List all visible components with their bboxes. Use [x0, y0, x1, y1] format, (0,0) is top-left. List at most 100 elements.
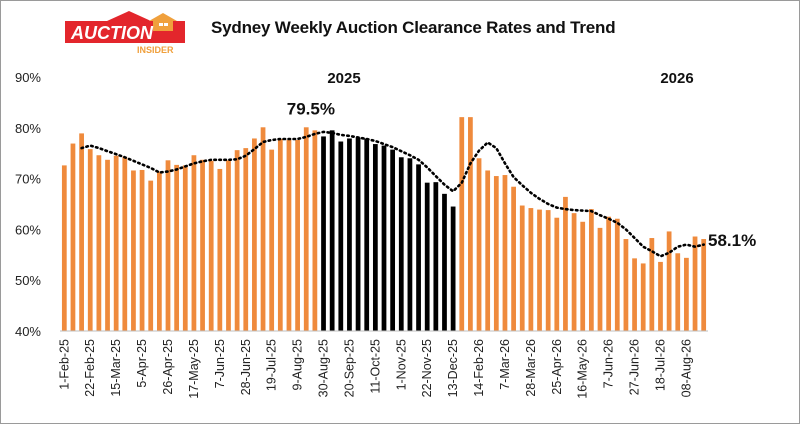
x-tick-label: 1-Feb-25 — [57, 339, 71, 390]
bar — [684, 257, 689, 331]
bar — [165, 160, 171, 331]
bar — [182, 165, 188, 331]
bar — [174, 164, 180, 331]
bar — [485, 170, 491, 331]
bar — [338, 141, 344, 331]
bar — [640, 263, 646, 331]
x-tick-label: 28-Jun-25 — [239, 339, 253, 395]
bar — [200, 159, 205, 331]
bar — [580, 221, 586, 331]
bar — [614, 218, 620, 331]
bar — [364, 138, 370, 331]
x-tick-label: 16-May-26 — [576, 339, 590, 399]
bar — [390, 149, 396, 331]
bar — [632, 258, 637, 331]
bar — [226, 160, 231, 331]
bar — [597, 227, 603, 331]
x-tick-label: 15-Mar-25 — [109, 339, 123, 397]
bar — [96, 155, 102, 331]
bar — [208, 160, 214, 331]
y-tick-label: 40% — [15, 324, 41, 339]
bar — [355, 137, 361, 331]
year-label: 2025 — [327, 70, 360, 87]
bar — [606, 216, 612, 331]
bar — [156, 171, 162, 331]
annotation-latest: 58.1% — [708, 231, 756, 250]
bar — [113, 155, 119, 331]
chart-title: Sydney Weekly Auction Clearance Rates an… — [211, 18, 616, 37]
x-tick-label: 19-Jul-25 — [265, 339, 279, 391]
y-tick-label: 50% — [15, 273, 41, 288]
bar — [554, 217, 560, 331]
x-tick-label: 25-Apr-26 — [550, 339, 564, 395]
bar — [502, 175, 508, 331]
auction-insider-logo: AUCTION INSIDER — [63, 9, 193, 55]
bar — [433, 182, 439, 331]
bar — [79, 133, 84, 331]
x-tick-label: 27-Jun-26 — [628, 339, 642, 395]
bar — [372, 144, 378, 331]
bar — [537, 209, 542, 331]
bar — [692, 236, 698, 331]
bar — [398, 157, 404, 331]
bar — [450, 206, 456, 331]
bar — [303, 127, 309, 332]
x-tick-label: 7-Jun-25 — [213, 339, 227, 388]
x-tick-label: 7-Mar-26 — [498, 339, 512, 390]
bar — [563, 196, 568, 331]
x-tick-label: 22-Nov-25 — [420, 339, 434, 397]
annotation-peak: 79.5% — [287, 99, 335, 118]
bar — [649, 238, 655, 331]
x-tick-label: 5-Apr-25 — [135, 339, 149, 388]
x-tick-label: 14-Feb-26 — [472, 339, 486, 397]
x-tick-label: 7-Jun-26 — [602, 339, 616, 388]
bar — [459, 117, 465, 331]
bar — [424, 182, 430, 331]
year-label: 2026 — [660, 70, 693, 87]
bar — [329, 130, 335, 331]
bar — [381, 145, 387, 331]
x-tick-label: 9-Aug-25 — [291, 339, 305, 390]
x-tick-label: 1-Nov-25 — [394, 339, 408, 390]
x-tick-label: 20-Sep-25 — [342, 339, 356, 397]
bar — [468, 117, 473, 331]
bar — [122, 156, 128, 331]
bar — [286, 139, 292, 331]
bar — [148, 180, 154, 331]
bar — [139, 169, 145, 331]
bar — [252, 138, 257, 331]
bar — [243, 148, 249, 331]
y-tick-label: 70% — [15, 172, 41, 187]
x-tick-label: 22-Feb-25 — [83, 339, 97, 397]
bar — [701, 239, 707, 331]
y-tick-label: 60% — [15, 222, 41, 237]
bar — [666, 231, 672, 331]
bar — [571, 213, 577, 331]
bar — [519, 205, 525, 331]
x-tick-label: 30-Aug-25 — [317, 339, 331, 397]
bar — [277, 138, 283, 331]
x-tick-label: 11-Oct-25 — [368, 339, 382, 394]
x-tick-label: 18-Jul-26 — [653, 339, 667, 391]
logo-sub-text: INSIDER — [137, 45, 174, 55]
x-tick-label: 08-Aug-26 — [679, 339, 693, 397]
bar — [295, 139, 300, 331]
bar — [545, 210, 551, 331]
bar — [442, 193, 447, 331]
bar — [416, 164, 421, 331]
y-tick-label: 80% — [15, 121, 41, 136]
x-tick-label: 13-Dec-25 — [446, 339, 460, 397]
x-tick-label: 26-Apr-25 — [161, 339, 175, 395]
bar — [234, 150, 240, 331]
bar — [312, 130, 318, 331]
bar — [61, 165, 67, 331]
bar — [269, 149, 275, 331]
bar — [131, 170, 136, 331]
bar — [70, 143, 76, 331]
logo-main-text: AUCTION — [70, 23, 154, 43]
bar — [347, 138, 352, 331]
bar — [217, 168, 223, 331]
bar — [658, 261, 663, 331]
